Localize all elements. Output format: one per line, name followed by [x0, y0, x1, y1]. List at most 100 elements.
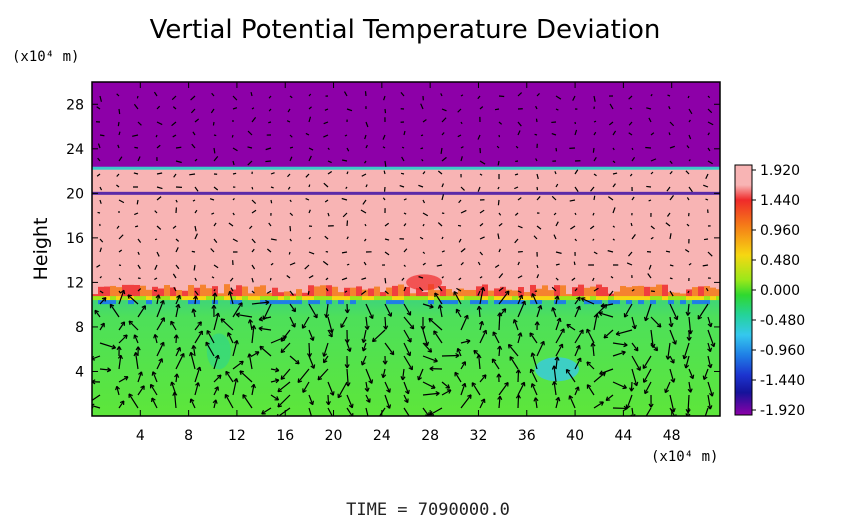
front-yellow	[188, 296, 194, 301]
wind-arrow	[703, 184, 709, 188]
wind-arrow	[251, 325, 255, 344]
wind-arrow	[697, 303, 709, 320]
wind-arrowhead	[672, 340, 677, 345]
front-blue	[590, 300, 596, 305]
wind-arrowhead	[332, 418, 336, 422]
wind-arrowhead	[529, 332, 534, 337]
wind-arrowhead	[328, 328, 334, 334]
wind-arrow	[156, 251, 160, 257]
wind-arrowhead	[140, 385, 145, 390]
wind-arrow	[687, 303, 690, 316]
wind-arrow	[703, 368, 709, 380]
wind-arrow	[231, 134, 234, 138]
front-red	[590, 286, 596, 300]
wind-arrowhead	[512, 319, 518, 324]
wind-arrow	[650, 158, 657, 162]
front-yellow	[566, 296, 572, 301]
front-yellow	[248, 296, 254, 301]
front-blue	[584, 300, 590, 305]
wind-arrow	[344, 134, 348, 137]
wind-arrow	[251, 301, 270, 305]
wind-arrowhead	[707, 363, 713, 369]
front-yellow	[410, 296, 416, 301]
wind-arrow	[399, 184, 405, 188]
wind-arrowhead	[225, 370, 230, 376]
wind-arrow	[688, 186, 693, 193]
wind-arrow	[251, 199, 257, 204]
wind-arrow	[688, 368, 694, 379]
wind-arrow	[453, 291, 462, 305]
wind-arrow	[251, 290, 255, 294]
wind-arrow	[607, 196, 614, 201]
wind-arrowhead	[238, 302, 243, 307]
wind-arrow	[270, 199, 273, 204]
wind-arrowhead	[480, 286, 486, 292]
wind-arrow	[192, 199, 196, 202]
wind-arrow	[574, 345, 581, 357]
wind-arrow	[289, 146, 294, 149]
wind-arrowhead	[429, 366, 434, 372]
wind-arrow	[473, 349, 481, 357]
wind-arrow	[422, 303, 434, 308]
wind-arrow	[479, 160, 486, 165]
wind-arrow	[707, 329, 715, 347]
wind-arrowhead	[191, 344, 197, 350]
front-red	[224, 284, 230, 300]
front-blue	[188, 300, 194, 305]
wind-arrow	[251, 277, 254, 283]
wind-arrow	[251, 248, 255, 253]
front-yellow	[386, 296, 392, 301]
front-red	[464, 289, 470, 300]
wind-arrowhead	[437, 304, 443, 309]
wind-arrow	[194, 290, 199, 296]
front-yellow	[272, 296, 278, 301]
wind-arrow	[477, 134, 481, 140]
wind-arrow	[301, 316, 310, 329]
front-blue	[482, 300, 488, 305]
front-blue	[452, 300, 458, 305]
wind-arrow	[192, 345, 196, 357]
wind-arrow	[665, 250, 671, 253]
wind-arrow	[517, 275, 523, 279]
wind-arrow	[460, 121, 463, 125]
front-yellow	[254, 296, 260, 301]
wind-arrow	[460, 394, 472, 409]
wind-arrowhead	[709, 392, 714, 397]
wind-arrowhead	[155, 294, 161, 299]
wind-arrow	[317, 368, 329, 381]
wind-arrowhead	[481, 374, 487, 379]
wind-arrow	[517, 197, 522, 201]
wind-arrow	[382, 146, 386, 149]
wind-arrow	[116, 184, 120, 188]
wind-arrow	[270, 262, 274, 266]
wind-arrowhead	[151, 397, 156, 403]
wind-arrow	[497, 186, 500, 190]
front-blue	[290, 300, 296, 305]
wind-arrowhead	[195, 382, 201, 387]
front-yellow	[200, 296, 206, 301]
wind-arrowhead	[386, 404, 392, 409]
front-red	[338, 292, 344, 300]
wind-arrow	[422, 171, 426, 175]
wind-arrow	[286, 120, 291, 123]
wind-arrow	[479, 222, 484, 227]
wind-arrow	[530, 368, 538, 383]
front-red	[188, 285, 194, 300]
wind-arrow	[628, 121, 633, 126]
wind-arrow	[97, 211, 101, 214]
front-blue	[146, 300, 152, 305]
wind-arrow	[648, 264, 652, 270]
wind-arrow	[154, 264, 158, 271]
wind-arrowhead	[198, 330, 203, 336]
wind-arrow	[127, 294, 139, 305]
front-yellow	[326, 296, 332, 301]
wind-arrowhead	[540, 340, 545, 346]
wind-arrowhead	[262, 315, 268, 321]
front-blue	[494, 300, 500, 305]
wind-arrowhead	[212, 399, 218, 404]
wind-arrow	[517, 382, 525, 396]
wind-arrow	[403, 381, 410, 395]
wind-arrow	[612, 172, 618, 175]
front-red	[584, 287, 590, 300]
wind-arrow	[341, 277, 348, 281]
